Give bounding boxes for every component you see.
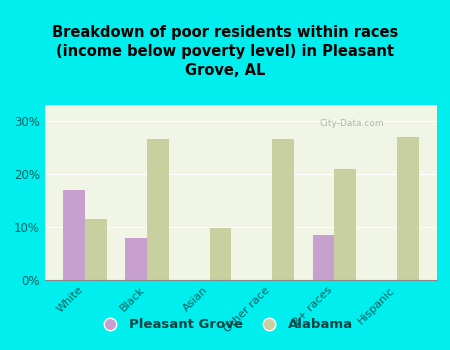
Bar xyxy=(85,219,107,280)
Bar xyxy=(397,137,418,280)
Bar xyxy=(210,228,231,280)
Bar xyxy=(272,139,294,280)
Bar xyxy=(125,238,147,280)
Text: City-Data.com: City-Data.com xyxy=(319,119,384,128)
Bar xyxy=(63,190,85,280)
Bar xyxy=(313,235,334,280)
Bar xyxy=(147,139,169,280)
Bar xyxy=(334,169,356,280)
Text: Breakdown of poor residents within races
(income below poverty level) in Pleasan: Breakdown of poor residents within races… xyxy=(52,25,398,78)
Legend: Pleasant Grove, Alabama: Pleasant Grove, Alabama xyxy=(92,313,358,336)
